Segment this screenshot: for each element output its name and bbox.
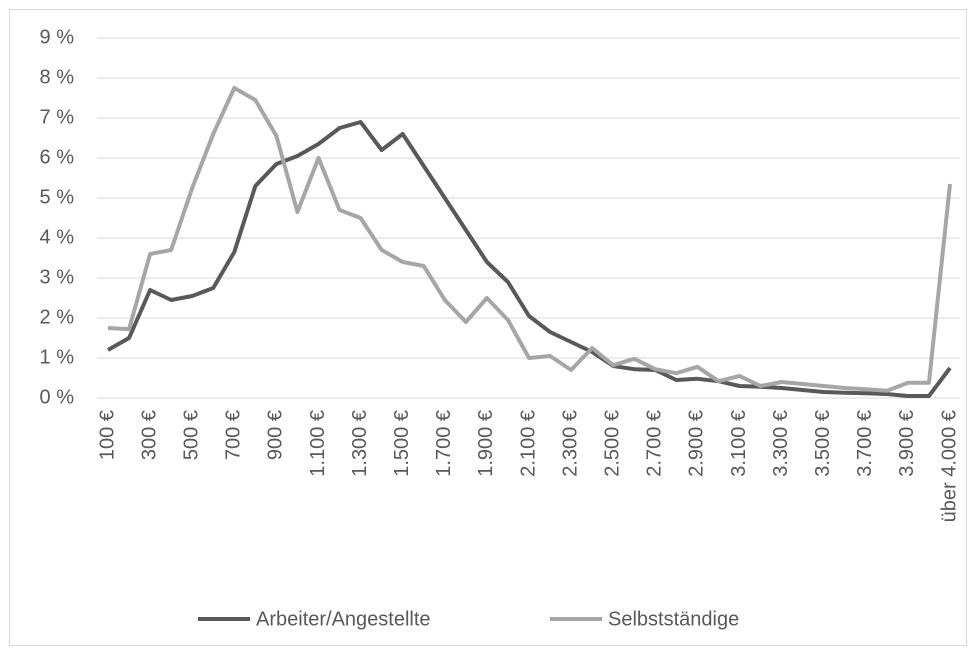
series-line bbox=[107, 120, 952, 398]
x-tick-label: 300 € bbox=[138, 410, 160, 460]
x-tick-label: 700 € bbox=[223, 410, 245, 460]
y-tick-label: 2 % bbox=[40, 306, 75, 328]
legend-label: Selbstständige bbox=[608, 608, 739, 630]
x-tick-label: 1.300 € bbox=[349, 410, 371, 477]
x-tick-label: 1.900 € bbox=[475, 410, 497, 477]
x-tick-label: 3.100 € bbox=[728, 410, 750, 477]
x-tick-label: 2.900 € bbox=[686, 410, 708, 477]
x-tick-label: 1.100 € bbox=[307, 410, 329, 477]
y-tick-label: 3 % bbox=[40, 266, 75, 288]
series-line bbox=[107, 86, 952, 393]
x-tick-label: 1.500 € bbox=[391, 410, 413, 477]
x-tick-label: 3.500 € bbox=[812, 410, 834, 477]
y-tick-label: 8 % bbox=[40, 66, 75, 88]
x-tick-label: 3.300 € bbox=[770, 410, 792, 477]
y-tick-label: 5 % bbox=[40, 186, 75, 208]
x-tick-label: über 4.000 € bbox=[938, 410, 960, 522]
x-tick-label: 2.500 € bbox=[601, 410, 623, 477]
y-tick-label: 7 % bbox=[40, 106, 75, 128]
x-tick-label: 2.100 € bbox=[517, 410, 539, 477]
y-tick-label: 4 % bbox=[40, 226, 75, 248]
x-tick-label: 3.700 € bbox=[854, 410, 876, 477]
x-tick-label: 500 € bbox=[180, 410, 202, 460]
legend-label: Arbeiter/Angestellte bbox=[256, 608, 431, 630]
y-tick-label: 0 % bbox=[40, 386, 75, 408]
y-tick-label: 1 % bbox=[40, 346, 75, 368]
x-tick-label: 900 € bbox=[265, 410, 287, 460]
y-tick-label: 9 % bbox=[40, 26, 75, 48]
x-tick-label: 2.300 € bbox=[559, 410, 581, 477]
x-tick-label: 100 € bbox=[96, 410, 118, 460]
x-tick-label: 3.900 € bbox=[896, 410, 918, 477]
y-tick-label: 6 % bbox=[40, 146, 75, 168]
x-tick-label: 1.700 € bbox=[433, 410, 455, 477]
chart-frame bbox=[9, 9, 967, 646]
x-tick-label: 2.700 € bbox=[644, 410, 666, 477]
